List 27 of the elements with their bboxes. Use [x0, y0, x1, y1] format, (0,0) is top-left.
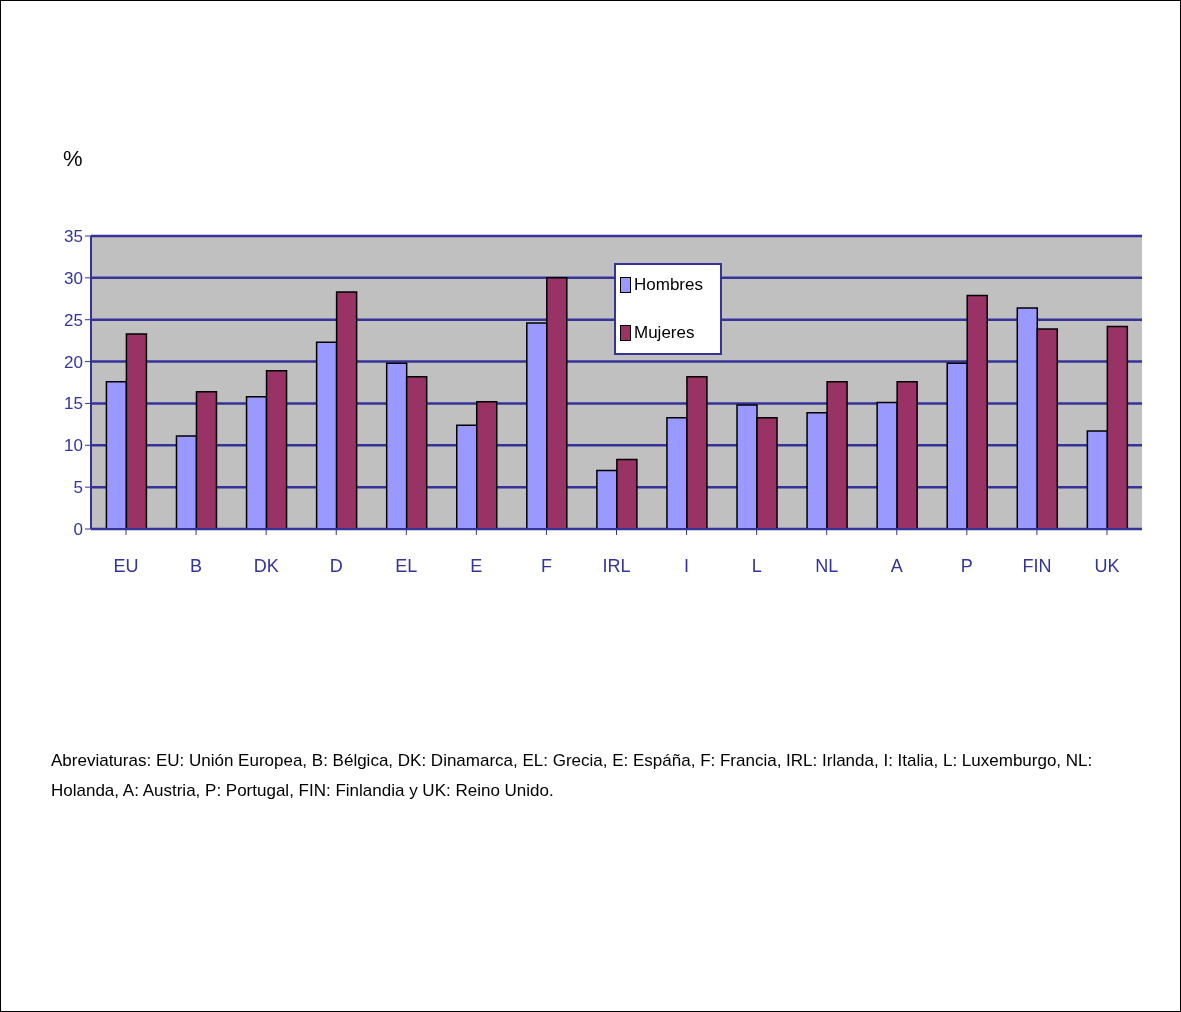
legend-label: Hombres — [634, 275, 703, 295]
y-tick-label: 10 — [64, 436, 83, 456]
text: Abreviaturas: EU: Unión Europea, B: Bélgica, DK: Dinamarca, EL: Grecia, E: Espáña, F: Francia, IRL: Irlanda, I: Italia, L: Luxemburgo, NL: Holanda, A: Austria, P: Portugal, FIN: Finlandia y UK: Reino Unido. — [51, 750, 1094, 802]
y-tick-label: 20 — [64, 352, 83, 372]
x-tick-label: A — [890, 555, 903, 576]
x-tick-label: P — [960, 555, 973, 576]
x-tick-label: E — [470, 555, 483, 576]
x-tick-label: NL — [815, 555, 839, 576]
x-tick-label: B — [190, 555, 203, 576]
legend-label: Mujeres — [634, 323, 695, 343]
y-tick-label: 25 — [64, 310, 83, 330]
y-tick-label: 35 — [64, 227, 83, 247]
x-tick-label: IRL — [602, 555, 631, 576]
y-tick-label: 0 — [73, 520, 83, 540]
x-tick-label: EL — [395, 555, 418, 576]
x-tick-label: EU — [113, 555, 139, 576]
y-tick-label: 15 — [64, 394, 83, 414]
x-tick-label: D — [329, 555, 343, 576]
x-tick-label: F — [540, 555, 552, 576]
x-tick-label: DK — [253, 555, 279, 576]
x-tick-label: FIN — [1022, 555, 1052, 576]
y-tick-label: 5 — [73, 478, 83, 498]
y-axis-title: % — [63, 146, 83, 172]
y-tick-label: 30 — [64, 268, 83, 288]
x-tick-label: I — [684, 555, 690, 576]
x-tick-label: L — [751, 555, 762, 576]
x-tick-label: UK — [1094, 555, 1120, 576]
